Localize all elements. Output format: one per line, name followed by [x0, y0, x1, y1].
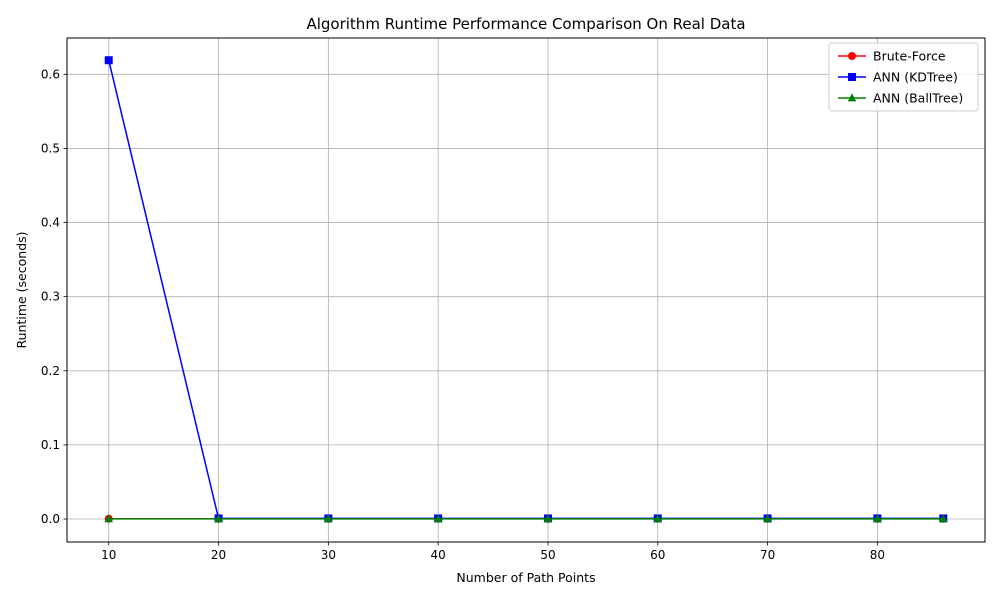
- data-point: [653, 514, 663, 523]
- x-axis: 10 20 30 40 50 60 70 80: [101, 542, 885, 562]
- series-ann-balltree: [104, 514, 948, 523]
- x-tick-label: 40: [431, 548, 446, 562]
- x-axis-label: Number of Path Points: [456, 570, 595, 585]
- legend-item-ann-kdtree: ANN (KDTree): [838, 70, 958, 85]
- x-tick-label: 80: [870, 548, 885, 562]
- y-tick-label: 0.4: [41, 216, 60, 230]
- x-tick-label: 20: [211, 548, 226, 562]
- data-point: [543, 514, 553, 523]
- legend-marker: [848, 73, 856, 81]
- legend-item-brute-force: Brute-Force: [838, 49, 946, 64]
- y-axis: 0.0 0.1 0.2 0.3 0.4 0.5 0.6: [41, 67, 67, 526]
- data-point: [433, 514, 443, 523]
- x-tick-label: 10: [101, 548, 116, 562]
- data-point: [763, 514, 772, 523]
- y-tick-label: 0.5: [41, 141, 60, 155]
- y-tick-label: 0.0: [41, 512, 60, 526]
- y-tick-label: 0.6: [41, 67, 60, 81]
- y-tick-label: 0.2: [41, 364, 60, 378]
- data-point: [214, 514, 223, 523]
- data-point: [324, 514, 333, 523]
- y-axis-label: Runtime (seconds): [14, 231, 29, 348]
- legend: Brute-Force ANN (KDTree) ANN (BallTree): [828, 42, 979, 112]
- legend-marker: [847, 93, 857, 102]
- legend-label: ANN (BallTree): [873, 91, 963, 106]
- legend-marker: [848, 52, 856, 60]
- data-point: [873, 514, 882, 523]
- x-tick-label: 60: [650, 548, 665, 562]
- legend-label: Brute-Force: [873, 49, 946, 64]
- legend-label: ANN (KDTree): [873, 70, 958, 85]
- data-point: [104, 514, 114, 523]
- data-point: [938, 514, 948, 523]
- plot-frame: [66, 37, 986, 543]
- x-tick-label: 50: [540, 548, 555, 562]
- legend-item-ann-balltree: ANN (BallTree): [838, 91, 963, 106]
- y-tick-label: 0.1: [41, 438, 60, 452]
- y-tick-label: 0.3: [41, 290, 60, 304]
- chart-title: Algorithm Runtime Performance Comparison…: [306, 15, 745, 33]
- data-point: [104, 56, 113, 65]
- x-tick-label: 70: [760, 548, 775, 562]
- x-tick-label: 30: [321, 548, 336, 562]
- series-layer: [104, 56, 948, 523]
- legend-box: [828, 42, 979, 112]
- plot-area: 10 20 30 40 50 60 70 80 0.0 0.1 0.2 0.3 0.4 0.5 0.6: [41, 37, 986, 562]
